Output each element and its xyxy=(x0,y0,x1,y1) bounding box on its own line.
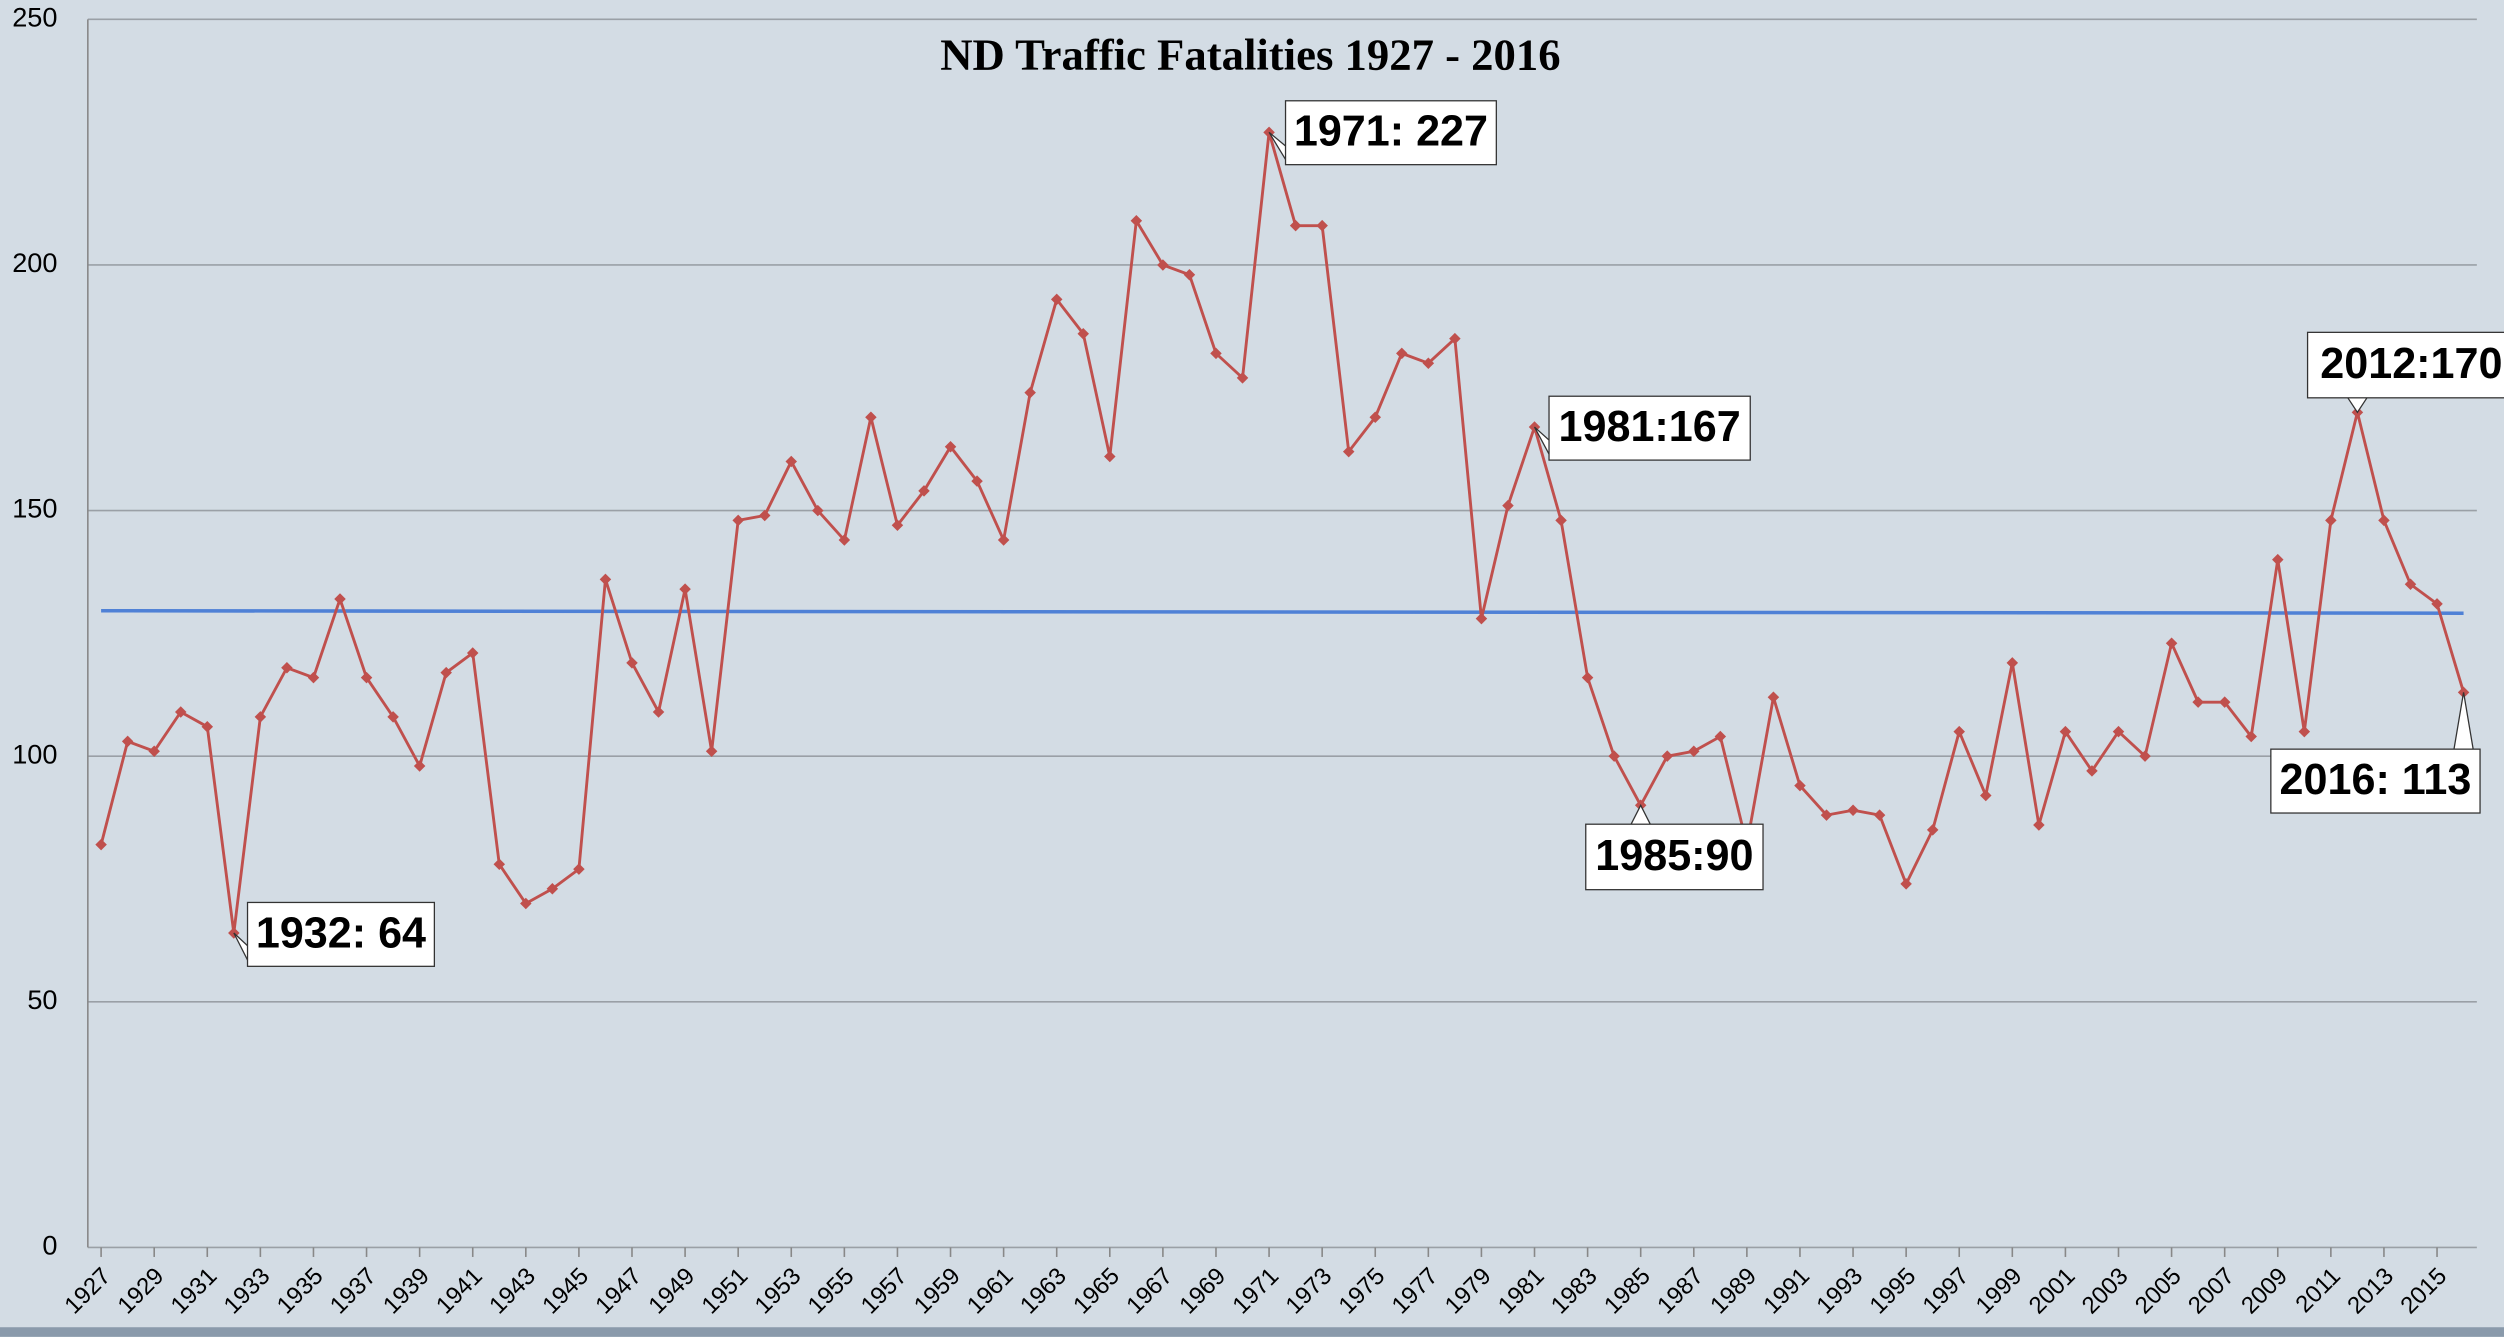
data-point xyxy=(1396,347,1408,360)
data-point xyxy=(705,745,718,758)
data-point xyxy=(2431,598,2443,610)
data-point xyxy=(546,883,559,895)
data-point xyxy=(1608,750,1620,762)
annotation: 1932: 64 xyxy=(233,901,436,967)
annotation-box xyxy=(2270,748,2481,814)
data-point xyxy=(121,735,134,748)
data-point xyxy=(1502,499,1514,512)
data-point xyxy=(2006,657,2019,669)
data-point xyxy=(838,534,851,546)
data-point xyxy=(2404,578,2417,590)
y-tick-label: 0 xyxy=(42,1230,57,1261)
y-tick-label: 50 xyxy=(27,984,57,1015)
annotation-label: 2012:170 xyxy=(2320,340,2502,388)
data-point xyxy=(1581,671,1594,684)
data-point xyxy=(1050,293,1063,306)
data-point xyxy=(254,711,267,723)
annotation: 1971: 227 xyxy=(1268,100,1497,166)
data-point xyxy=(1847,804,1859,816)
data-point xyxy=(2112,725,2125,738)
data-point xyxy=(652,706,665,718)
data-point xyxy=(1926,824,1939,836)
data-line xyxy=(99,131,2465,934)
y-tick-label: 100 xyxy=(12,738,57,769)
annotation: 1985:90 xyxy=(1585,803,1764,891)
data-point xyxy=(2325,514,2337,527)
chart-title: ND Traffic Fatalities 1927 - 2016 xyxy=(940,30,1560,80)
data-point xyxy=(1130,214,1143,227)
data-point xyxy=(201,720,214,733)
data-point xyxy=(1475,612,1488,625)
data-point xyxy=(573,863,585,875)
data-point xyxy=(1767,691,1780,703)
annotation: 1981:167 xyxy=(1533,395,1751,461)
annotation-callout xyxy=(1630,803,1651,825)
data-point xyxy=(1555,514,1567,527)
data-point xyxy=(2298,725,2311,738)
data-point xyxy=(918,485,930,497)
data-point xyxy=(1422,357,1435,369)
data-point xyxy=(1316,219,1328,232)
data-point xyxy=(413,760,426,772)
data-point xyxy=(812,504,824,517)
annotation-box xyxy=(2306,331,2504,399)
data-point xyxy=(1104,450,1116,463)
annotation-callout xyxy=(2453,692,2474,750)
data-point xyxy=(785,455,798,468)
annotation: 2012:170 xyxy=(2306,331,2504,414)
data-point xyxy=(971,475,983,487)
data-point xyxy=(2033,819,2045,831)
data-point xyxy=(732,514,744,527)
data-point xyxy=(997,534,1010,546)
data-point xyxy=(2059,725,2072,738)
data-point xyxy=(758,509,771,522)
data-point xyxy=(2192,696,2204,708)
data-point xyxy=(2139,750,2151,762)
data-point xyxy=(891,519,904,532)
annotation-label: 1985:90 xyxy=(1595,832,1753,880)
data-point xyxy=(95,838,107,851)
y-tick-label: 250 xyxy=(12,2,57,33)
data-point xyxy=(493,858,506,870)
annotation-box xyxy=(1585,823,1764,891)
data-point xyxy=(1449,332,1461,345)
data-point xyxy=(2086,765,2098,777)
annotation-label: 2016: 113 xyxy=(2280,756,2472,804)
data-point xyxy=(1953,725,1965,738)
annotation-box xyxy=(1284,100,1497,166)
data-point xyxy=(679,583,691,595)
data-point xyxy=(1342,445,1355,458)
y-tick-label: 150 xyxy=(12,493,57,524)
data-point xyxy=(2245,730,2257,743)
annotation-callout xyxy=(2347,397,2368,414)
data-point xyxy=(1236,372,1249,384)
annotation-label: 1971: 227 xyxy=(1294,108,1488,156)
data-point xyxy=(1210,347,1222,360)
annotation: 2016: 113 xyxy=(2270,692,2481,814)
data-point xyxy=(1661,750,1673,762)
data-point xyxy=(599,573,612,586)
data-point xyxy=(1289,219,1302,232)
data-point xyxy=(387,711,399,723)
annotation-label: 1932: 64 xyxy=(256,909,426,957)
y-tick-label: 200 xyxy=(12,247,57,278)
annotation-box xyxy=(1548,395,1751,461)
data-point xyxy=(174,706,187,718)
data-point xyxy=(944,440,957,453)
data-point xyxy=(626,657,638,669)
bottom-band xyxy=(0,1327,2504,1337)
trend-line xyxy=(101,609,2464,615)
data-point xyxy=(2218,696,2231,708)
data-point xyxy=(1077,327,1090,340)
annotation-label: 1981:167 xyxy=(1559,403,1741,451)
data-point xyxy=(281,662,293,674)
data-point xyxy=(440,666,452,679)
data-point xyxy=(1900,878,1912,890)
annotation-box xyxy=(246,901,436,967)
data-point xyxy=(520,897,532,910)
data-point xyxy=(2378,514,2390,527)
data-point xyxy=(2165,637,2178,649)
